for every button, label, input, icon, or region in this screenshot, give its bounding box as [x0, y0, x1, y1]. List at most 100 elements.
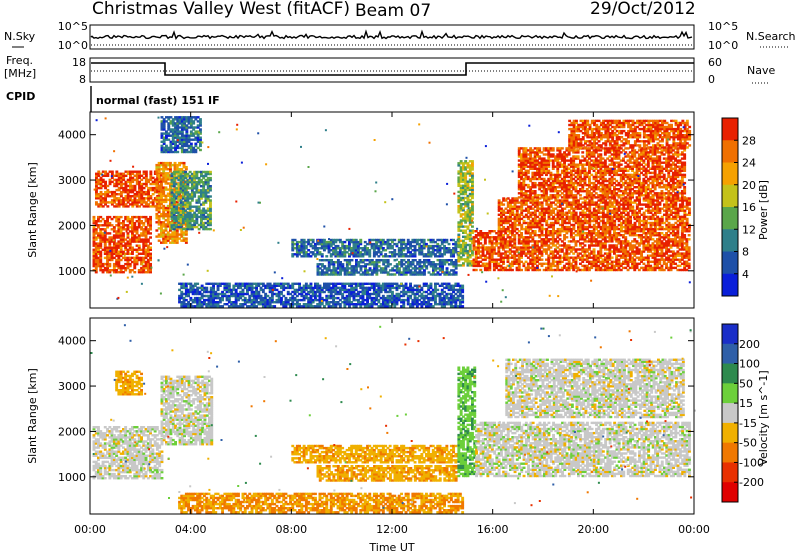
power-cell [243, 298, 247, 302]
power-cell [402, 290, 406, 294]
power-cell [162, 233, 166, 236]
power-cell [332, 284, 335, 287]
power-cell [549, 264, 553, 268]
power-cell [522, 238, 526, 241]
power-cell [225, 298, 229, 302]
power-cell [452, 305, 455, 308]
power-cell [477, 238, 480, 241]
power-cell [202, 213, 206, 216]
power-cell [364, 273, 367, 276]
power-cell [499, 236, 503, 239]
power-cell [413, 284, 417, 287]
power-cell [131, 205, 135, 208]
power-cell [458, 303, 462, 306]
power-cell [157, 188, 161, 191]
power-cell [540, 252, 544, 255]
power-cell [449, 251, 453, 254]
power-cell [146, 248, 150, 251]
power-cell [459, 215, 463, 218]
power-cell [101, 178, 105, 182]
power-cell [368, 238, 372, 242]
power-cell [366, 286, 369, 290]
power-cell [142, 228, 146, 231]
power-cell [581, 254, 585, 257]
power-cell [538, 246, 542, 249]
power-cell [172, 207, 176, 210]
power-cell [420, 247, 424, 250]
power-cell [181, 174, 185, 178]
power-cell [320, 288, 324, 292]
power-cell [565, 250, 569, 253]
power-cell [422, 242, 426, 246]
power-cell [112, 230, 116, 233]
power-cell [178, 186, 181, 189]
power-cell [160, 188, 163, 191]
power-cell [471, 262, 474, 265]
power-cell [386, 303, 390, 306]
power-cell [379, 247, 383, 250]
power-cell [558, 238, 562, 241]
power-cell [334, 301, 338, 304]
power-cell [144, 197, 148, 200]
power-cell [227, 284, 231, 287]
power-cell [156, 188, 160, 192]
power-cell [252, 290, 256, 294]
power-cell [492, 252, 496, 255]
power-cell [459, 209, 463, 212]
power-cell [95, 174, 98, 177]
power-cell [372, 296, 376, 300]
power-cell [413, 303, 417, 306]
power-cell [106, 250, 109, 253]
power-cell [181, 195, 185, 198]
power-cell [416, 261, 420, 264]
power-cell [388, 244, 392, 248]
power-cell [458, 290, 462, 294]
power-cell [184, 187, 187, 190]
power-cell [558, 244, 562, 247]
power-cell [162, 215, 166, 218]
power-cell [327, 301, 331, 304]
power-cell [225, 296, 229, 300]
power-cell [193, 178, 197, 182]
power-cell [352, 251, 356, 254]
power-cell [157, 233, 161, 236]
power-cell [597, 266, 600, 270]
power-cell [203, 301, 206, 304]
power-cell [447, 247, 451, 250]
power-cell [471, 160, 474, 163]
power-cell [131, 195, 135, 198]
power-cell [551, 242, 555, 245]
power-cell [200, 209, 203, 212]
power-cell [207, 303, 211, 306]
power-cell [420, 238, 424, 242]
power-cell [345, 263, 349, 266]
power-cell [209, 292, 213, 296]
power-cell [348, 303, 351, 306]
power-cell [193, 225, 197, 229]
power-cell [492, 238, 496, 241]
power-cell [206, 199, 210, 202]
power-cell [171, 122, 175, 125]
power-cell [133, 238, 137, 241]
power-cell [597, 230, 600, 233]
power-cell [400, 242, 403, 246]
power-cell [440, 305, 444, 308]
power-cell [113, 195, 117, 198]
power-cell [420, 288, 424, 292]
power-cell [259, 286, 263, 290]
power-cell [603, 230, 607, 233]
power-cell [483, 256, 487, 259]
power-cell [481, 234, 485, 237]
power-cell [172, 205, 176, 208]
power-cell [172, 172, 176, 176]
freq-right-tick-top: 60 [708, 56, 722, 69]
power-cell [316, 298, 320, 302]
power-cell [164, 235, 168, 238]
power-cell [352, 294, 356, 298]
power-cell [499, 268, 503, 272]
power-cell [193, 211, 197, 214]
power-cell [180, 116, 184, 119]
power-cell [350, 249, 354, 252]
power-cell [454, 249, 458, 252]
power-cell [293, 296, 297, 300]
